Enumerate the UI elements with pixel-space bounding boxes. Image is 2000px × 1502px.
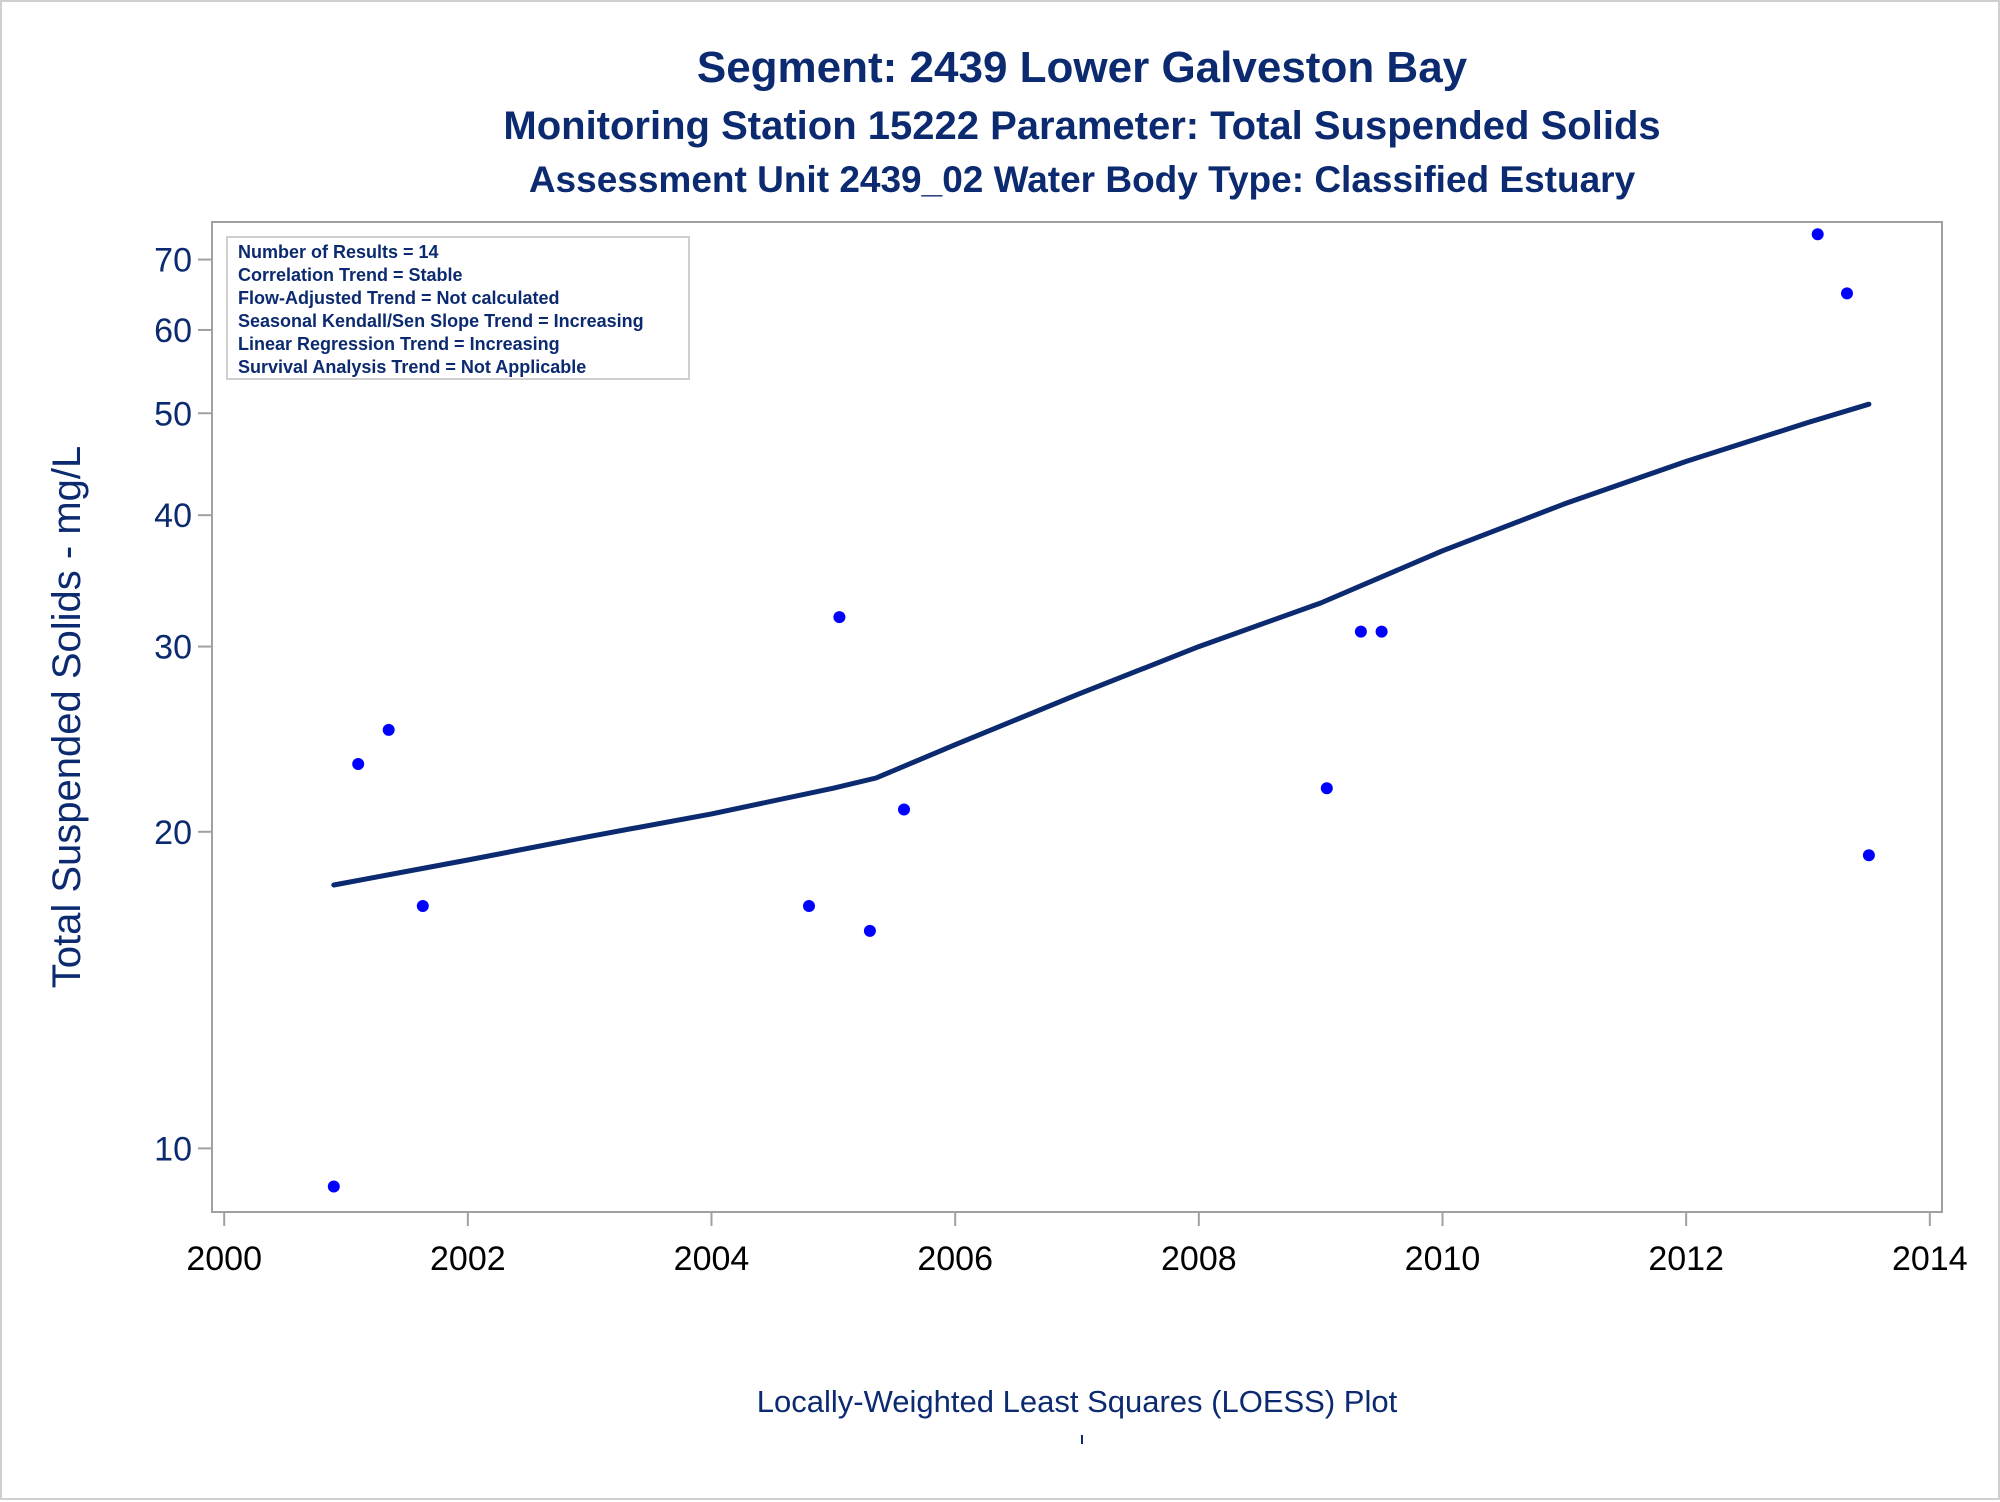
- x-tick-label: 2010: [1405, 1240, 1481, 1278]
- data-point: [382, 723, 395, 736]
- y-tick-label: 70: [154, 242, 192, 280]
- data-point: [327, 1180, 340, 1193]
- stats-line-results: Number of Results = 14: [238, 242, 439, 262]
- loess-layer: [331, 401, 1872, 888]
- x-axis: 2000 2002 2004 2006 2008 2010 2012 2014: [186, 1212, 1968, 1278]
- y-tick-label: 20: [154, 814, 192, 852]
- loess-line: [331, 401, 1872, 888]
- data-point: [1375, 625, 1388, 638]
- chart-subtitle-2: Assessment Unit 2439_02 Water Body Type:…: [529, 159, 1636, 200]
- y-tick-label: 40: [154, 497, 192, 535]
- y-tick-label: 60: [154, 312, 192, 350]
- stats-line-seasonal-kendall: Seasonal Kendall/Sen Slope Trend = Incre…: [238, 311, 644, 331]
- stats-line-flow-adjusted: Flow-Adjusted Trend = Not calculated: [238, 288, 560, 308]
- y-tick-label: 30: [154, 629, 192, 667]
- x-tick-label: 2012: [1648, 1240, 1724, 1278]
- data-point: [352, 758, 365, 770]
- chart-subtitle: Monitoring Station 15222 Parameter: Tota…: [503, 104, 1660, 148]
- footnote: Locally-Weighted Least Squares (LOESS) P…: [757, 1384, 1398, 1419]
- data-point: [863, 924, 876, 937]
- x-tick-label: 2000: [186, 1240, 262, 1278]
- stats-line-linear-regression: Linear Regression Trend = Increasing: [238, 334, 560, 354]
- data-point: [803, 900, 815, 912]
- data-point: [1811, 228, 1824, 241]
- y-tick-label: 10: [154, 1130, 192, 1168]
- y-tick-label: 50: [154, 395, 192, 433]
- x-tick-label: 2004: [674, 1240, 750, 1278]
- data-point: [416, 900, 429, 912]
- x-tick-label: 2014: [1892, 1240, 1968, 1278]
- data-point: [833, 611, 846, 624]
- stats-box-border: [226, 236, 690, 380]
- plot-area-border: [211, 221, 1943, 1213]
- stats-line-correlation: Correlation Trend = Stable: [238, 265, 463, 285]
- points-layer: [327, 228, 1875, 1193]
- x-tick-label: 2002: [430, 1240, 506, 1278]
- data-point: [898, 803, 910, 816]
- data-point: [1354, 625, 1367, 638]
- stats-line-survival: Survival Analysis Trend = Not Applicable: [238, 357, 586, 377]
- x-tick-label: 2006: [917, 1240, 993, 1278]
- chart-title: Segment: 2439 Lower Galveston Bay: [697, 43, 1468, 92]
- stats-box: Number of Results = 14 Correlation Trend…: [226, 236, 690, 380]
- data-point: [1862, 849, 1875, 862]
- y-axis: 10 20 30 40 50 60 70: [154, 242, 212, 1168]
- data-point: [1320, 782, 1333, 795]
- data-point: [1841, 287, 1853, 300]
- y-axis-title: Total Suspended Solids - mg/L: [45, 446, 89, 989]
- x-tick-label: 2008: [1161, 1240, 1237, 1278]
